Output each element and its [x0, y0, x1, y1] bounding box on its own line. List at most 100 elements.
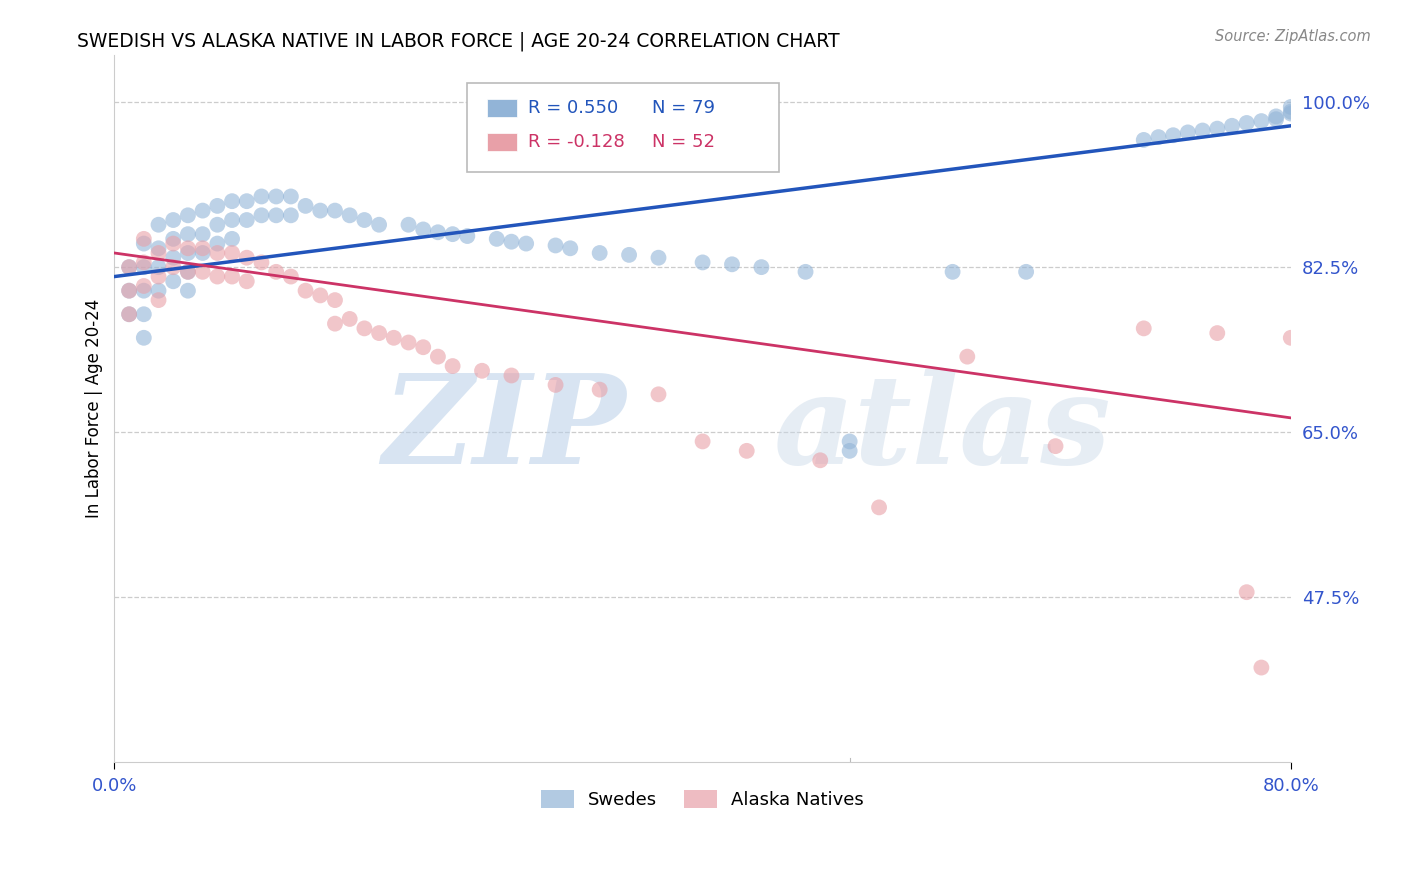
Point — [808, 453, 831, 467]
Point — [838, 443, 860, 458]
Point — [1265, 112, 1288, 127]
Point — [398, 218, 420, 232]
Point — [221, 269, 243, 284]
Point — [560, 241, 582, 255]
Point — [751, 260, 773, 274]
Point — [207, 218, 229, 232]
Point — [221, 246, 243, 260]
Point — [177, 208, 200, 222]
Point — [794, 265, 817, 279]
Point — [132, 284, 155, 298]
Point — [323, 317, 346, 331]
Point — [1220, 119, 1243, 133]
Point — [956, 350, 979, 364]
Point — [426, 350, 449, 364]
Point — [132, 331, 155, 345]
Point — [250, 208, 273, 222]
Text: SWEDISH VS ALASKA NATIVE IN LABOR FORCE | AGE 20-24 CORRELATION CHART: SWEDISH VS ALASKA NATIVE IN LABOR FORCE … — [77, 31, 839, 51]
Point — [501, 235, 523, 249]
Point — [368, 218, 391, 232]
Point — [1147, 130, 1170, 145]
Point — [191, 246, 214, 260]
Bar — [488, 133, 517, 151]
Point — [162, 232, 184, 246]
Point — [221, 194, 243, 209]
Point — [1279, 104, 1302, 119]
Point — [426, 225, 449, 239]
Point — [280, 208, 302, 222]
Point — [280, 269, 302, 284]
Text: N = 79: N = 79 — [652, 99, 716, 117]
Point — [162, 236, 184, 251]
Point — [441, 227, 464, 242]
Text: ZIP: ZIP — [382, 369, 626, 491]
Text: R = -0.128: R = -0.128 — [529, 133, 626, 151]
Point — [148, 260, 170, 274]
Point — [162, 260, 184, 274]
Point — [132, 255, 155, 269]
Point — [132, 307, 155, 321]
Point — [1250, 114, 1272, 128]
Point — [1265, 109, 1288, 123]
Point — [868, 500, 890, 515]
Point — [647, 251, 669, 265]
Point — [1206, 121, 1229, 136]
Point — [132, 236, 155, 251]
Point — [1250, 660, 1272, 674]
Point — [1279, 106, 1302, 120]
Point — [456, 229, 478, 244]
Point — [309, 203, 332, 218]
Point — [280, 189, 302, 203]
Point — [118, 260, 141, 274]
Point — [471, 364, 494, 378]
Text: atlas: atlas — [773, 369, 1111, 491]
Legend: Swedes, Alaska Natives: Swedes, Alaska Natives — [534, 782, 872, 816]
Point — [1279, 100, 1302, 114]
Point — [515, 236, 537, 251]
Point — [207, 246, 229, 260]
Point — [264, 189, 287, 203]
Point — [162, 213, 184, 227]
Point — [942, 265, 965, 279]
Point — [250, 189, 273, 203]
FancyBboxPatch shape — [467, 84, 779, 172]
Point — [207, 236, 229, 251]
Point — [353, 321, 375, 335]
Point — [1236, 585, 1258, 599]
Point — [177, 227, 200, 242]
Point — [647, 387, 669, 401]
Point — [148, 246, 170, 260]
Point — [148, 218, 170, 232]
Point — [735, 443, 758, 458]
Point — [177, 246, 200, 260]
Point — [1161, 128, 1184, 143]
Point — [177, 284, 200, 298]
Point — [1132, 321, 1154, 335]
Text: Source: ZipAtlas.com: Source: ZipAtlas.com — [1215, 29, 1371, 44]
Point — [148, 284, 170, 298]
Point — [1191, 123, 1213, 137]
Point — [221, 232, 243, 246]
Point — [382, 331, 405, 345]
Point — [838, 434, 860, 449]
Point — [441, 359, 464, 373]
Point — [162, 251, 184, 265]
Point — [485, 232, 508, 246]
Point — [323, 293, 346, 307]
Point — [323, 203, 346, 218]
Point — [191, 227, 214, 242]
Y-axis label: In Labor Force | Age 20-24: In Labor Force | Age 20-24 — [86, 299, 103, 518]
Point — [118, 284, 141, 298]
Point — [177, 241, 200, 255]
Point — [1206, 326, 1229, 340]
Point — [236, 194, 259, 209]
Point — [191, 265, 214, 279]
Point — [236, 251, 259, 265]
Point — [236, 274, 259, 288]
Point — [589, 246, 612, 260]
Point — [132, 260, 155, 274]
Point — [368, 326, 391, 340]
Point — [118, 307, 141, 321]
Point — [264, 208, 287, 222]
Point — [207, 199, 229, 213]
